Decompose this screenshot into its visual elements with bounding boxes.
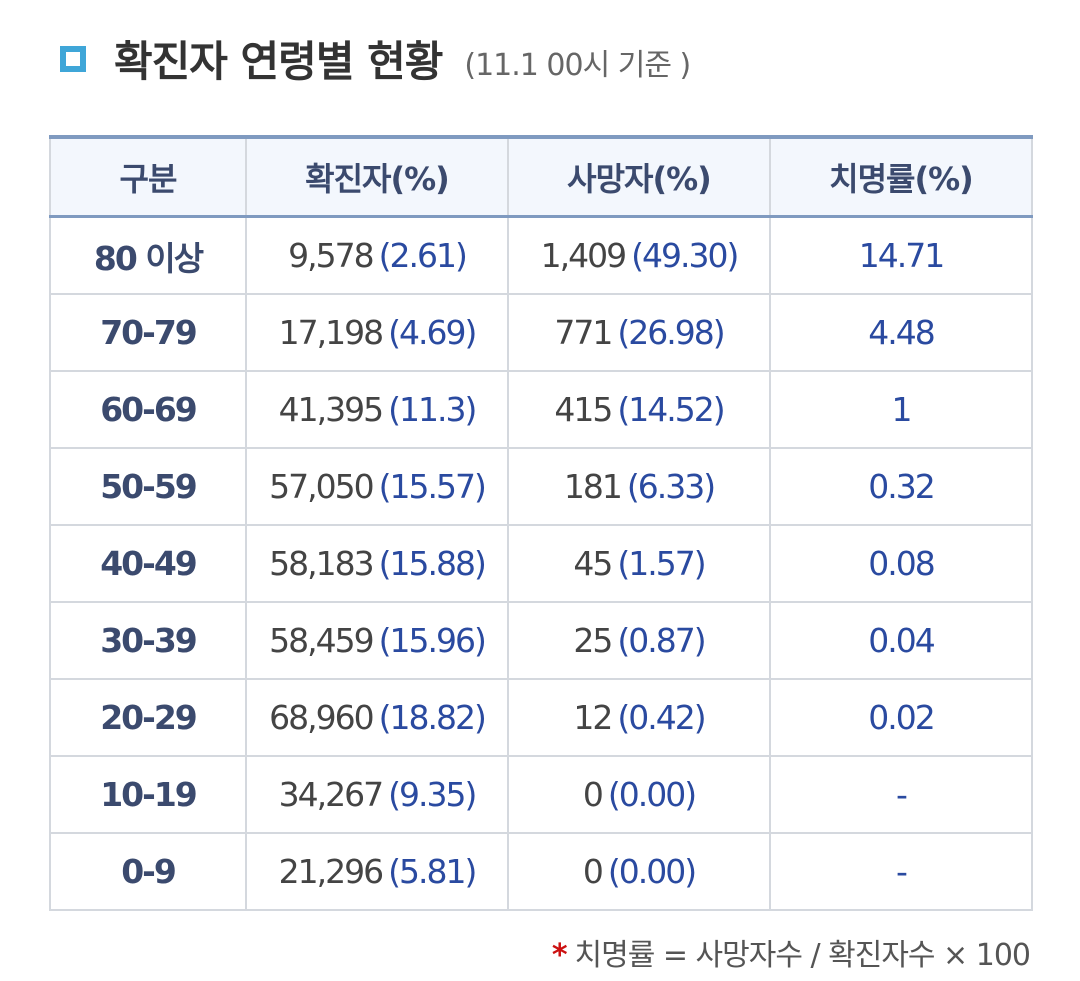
cases-percent: (5.81)	[388, 852, 477, 891]
age-group-cell: 0-9	[49, 832, 247, 911]
column-header-category: 구분	[49, 137, 247, 218]
column-header-cases: 확진자(%)	[245, 137, 509, 218]
cases-cell: 57,050 (15.57)	[245, 447, 509, 526]
deaths-count: 1,409	[540, 236, 627, 275]
footnote-text: 치명률 = 사망자수 / 확진자수 × 100	[574, 938, 1031, 973]
deaths-percent: (0.00)	[607, 775, 697, 814]
deaths-cell: 45 (1.57)	[507, 524, 771, 603]
deaths-count: 12	[573, 698, 613, 737]
column-header-deaths: 사망자(%)	[507, 137, 771, 218]
page-title: 확진자 연령별 현황	[114, 37, 443, 86]
age-group-cell: 10-19	[49, 755, 247, 834]
deaths-count: 45	[573, 544, 613, 583]
deaths-percent: (1.57)	[617, 544, 706, 583]
deaths-percent: (6.33)	[626, 467, 716, 506]
table-header-row: 구분 확진자(%) 사망자(%) 치명률(%)	[49, 137, 1033, 218]
deaths-percent: (14.52)	[617, 390, 725, 429]
cases-count: 34,267	[278, 775, 384, 814]
fatality-rate-footnote: * 치명률 = 사망자수 / 확진자수 × 100	[551, 930, 1031, 974]
age-group-cell: 70-79	[49, 293, 247, 372]
cases-cell: 58,183 (15.88)	[245, 524, 509, 603]
cases-cell: 58,459 (15.96)	[245, 601, 509, 680]
deaths-count: 181	[563, 467, 623, 506]
age-group-cell: 30-39	[49, 601, 247, 680]
deaths-percent: (26.98)	[617, 313, 725, 352]
fatality-rate-cell: 1	[769, 370, 1033, 449]
fatality-rate-cell: 0.08	[769, 524, 1033, 603]
fatality-rate-cell: 0.04	[769, 601, 1033, 680]
deaths-count: 771	[554, 313, 613, 352]
asterisk-icon: *	[551, 938, 568, 973]
cases-count: 9,578	[288, 236, 374, 275]
deaths-cell: 415 (14.52)	[507, 370, 771, 449]
cases-count: 57,050	[269, 467, 374, 506]
title-row: 확진자 연령별 현황 (11.1 00시 기준 )	[60, 28, 691, 89]
age-group-cell: 40-49	[49, 524, 247, 603]
deaths-cell: 1,409 (49.30)	[507, 215, 771, 295]
deaths-count: 25	[573, 621, 613, 660]
table-row: 40-49 58,183 (15.88) 45 (1.57) 0.08	[49, 524, 1033, 603]
cases-percent: (2.61)	[378, 236, 468, 275]
column-header-fatality-rate: 치명률(%)	[769, 137, 1033, 218]
table-row: 70-79 17,198 (4.69) 771 (26.98) 4.48	[49, 293, 1033, 372]
cases-percent: (11.3)	[388, 390, 477, 429]
deaths-percent: (0.42)	[617, 698, 706, 737]
deaths-cell: 12 (0.42)	[507, 678, 771, 757]
deaths-percent: (0.00)	[607, 852, 697, 891]
fatality-rate-cell: 4.48	[769, 293, 1033, 372]
age-group-cell: 80 이상	[49, 215, 247, 295]
deaths-count: 0	[582, 852, 604, 891]
age-stats-table: 구분 확진자(%) 사망자(%) 치명률(%) 80 이상 9,578 (2.61…	[49, 135, 1033, 911]
reference-date-note: (11.1 00시 기준 )	[464, 47, 691, 83]
deaths-count: 0	[582, 775, 604, 814]
cases-cell: 9,578 (2.61)	[245, 215, 509, 295]
cases-cell: 41,395 (11.3)	[245, 370, 509, 449]
fatality-rate-cell: 14.71	[769, 215, 1033, 295]
table-row: 50-59 57,050 (15.57) 181 (6.33) 0.32	[49, 447, 1033, 526]
cases-percent: (9.35)	[388, 775, 477, 814]
cases-percent: (4.69)	[388, 313, 477, 352]
deaths-cell: 0 (0.00)	[507, 755, 771, 834]
table-row: 30-39 58,459 (15.96) 25 (0.87) 0.04	[49, 601, 1033, 680]
cases-count: 21,296	[278, 852, 384, 891]
square-bullet-icon	[60, 45, 86, 72]
cases-cell: 68,960 (18.82)	[245, 678, 509, 757]
fatality-rate-cell: -	[769, 832, 1033, 911]
deaths-cell: 181 (6.33)	[507, 447, 771, 526]
deaths-cell: 25 (0.87)	[507, 601, 771, 680]
cases-cell: 34,267 (9.35)	[245, 755, 509, 834]
age-group-cell: 60-69	[49, 370, 247, 449]
age-group-cell: 20-29	[49, 678, 247, 757]
cases-count: 68,960	[269, 698, 374, 737]
cases-percent: (15.96)	[378, 621, 487, 660]
cases-percent: (15.88)	[378, 544, 487, 583]
table-row: 80 이상 9,578 (2.61) 1,409 (49.30) 14.71	[49, 215, 1033, 295]
cases-percent: (18.82)	[378, 698, 487, 737]
cases-cell: 21,296 (5.81)	[245, 832, 509, 911]
fatality-rate-cell: 0.32	[769, 447, 1033, 526]
table-row: 10-19 34,267 (9.35) 0 (0.00) -	[49, 755, 1033, 834]
cases-count: 41,395	[278, 390, 384, 429]
cases-cell: 17,198 (4.69)	[245, 293, 509, 372]
table-row: 60-69 41,395 (11.3) 415 (14.52) 1	[49, 370, 1033, 449]
deaths-cell: 0 (0.00)	[507, 832, 771, 911]
cases-count: 58,183	[269, 544, 374, 583]
cases-count: 17,198	[278, 313, 384, 352]
deaths-cell: 771 (26.98)	[507, 293, 771, 372]
age-group-cell: 50-59	[49, 447, 247, 526]
fatality-rate-cell: -	[769, 755, 1033, 834]
cases-percent: (15.57)	[378, 467, 487, 506]
deaths-count: 415	[554, 390, 613, 429]
fatality-rate-cell: 0.02	[769, 678, 1033, 757]
deaths-percent: (49.30)	[631, 236, 739, 275]
deaths-percent: (0.87)	[617, 621, 706, 660]
table-row: 20-29 68,960 (18.82) 12 (0.42) 0.02	[49, 678, 1033, 757]
cases-count: 58,459	[269, 621, 374, 660]
table-row: 0-9 21,296 (5.81) 0 (0.00) -	[49, 832, 1033, 911]
